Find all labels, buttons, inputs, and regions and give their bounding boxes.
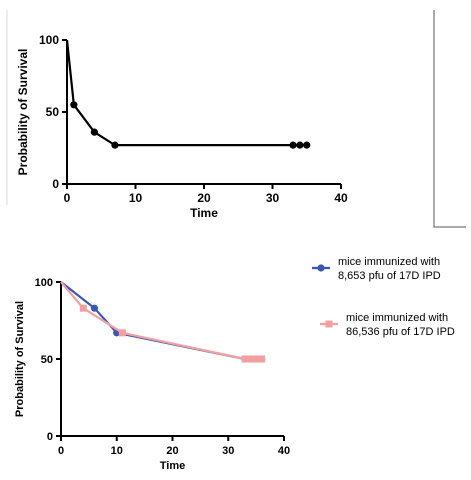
data-point-square — [258, 355, 266, 363]
y-tick-label: 50 — [46, 105, 60, 119]
series-line — [60, 281, 262, 361]
right-panel-frame — [433, 10, 466, 228]
y-tick-label: 0 — [47, 431, 53, 443]
data-point-square — [252, 355, 260, 363]
data-point-circle — [70, 101, 78, 109]
data-point-circle — [289, 141, 297, 149]
series-line — [65, 39, 307, 147]
y-tick-label: 0 — [52, 177, 59, 191]
x-tick-label: 10 — [111, 445, 123, 457]
x-tick-label: 30 — [266, 191, 280, 205]
x-tick-label: 10 — [129, 191, 143, 205]
legend-label: 8,653 pfu of 17D IPD — [338, 270, 441, 282]
y-tick-label: 100 — [39, 33, 59, 47]
y-axis-title: Probability of Survival — [16, 49, 30, 176]
data-point-square — [247, 355, 255, 363]
x-axis-title: Time — [190, 206, 218, 220]
series-line — [60, 281, 262, 361]
x-tick-label: 40 — [334, 191, 348, 205]
legend-label: mice immunized with — [338, 256, 440, 268]
data-point-circle — [296, 141, 304, 149]
x-tick-label: 40 — [278, 445, 290, 457]
legend-marker-circle — [317, 264, 325, 272]
data-point-square — [241, 355, 249, 363]
y-tick-label: 50 — [41, 354, 53, 366]
x-tick-label: 30 — [222, 445, 234, 457]
legend-marker-square — [325, 320, 333, 328]
data-point-circle — [303, 141, 311, 149]
data-point-square — [118, 329, 126, 337]
x-tick-label: 0 — [64, 191, 71, 205]
legend-label: 86,536 pfu of 17D IPD — [346, 326, 455, 338]
x-tick-label: 20 — [166, 445, 178, 457]
x-tick-label: 0 — [58, 445, 64, 457]
data-point-square — [79, 304, 87, 312]
data-point-circle — [90, 304, 99, 312]
x-axis-title: Time — [160, 460, 185, 472]
y-tick-label: 100 — [35, 277, 53, 289]
survival-chart-top: 0 50 100 0 10 20 30 40 Time Probability of Surviv… — [16, 33, 348, 220]
data-point-circle — [90, 128, 98, 136]
x-tick-label: 20 — [197, 191, 211, 205]
survival-chart-bottom: 0 50 100 0 10 20 30 40 Time Probability of Surviv… — [14, 256, 455, 472]
data-point-circle — [111, 141, 119, 149]
y-axis-title: Probability of Survival — [14, 301, 26, 417]
legend-label: mice immunized with — [346, 312, 448, 324]
